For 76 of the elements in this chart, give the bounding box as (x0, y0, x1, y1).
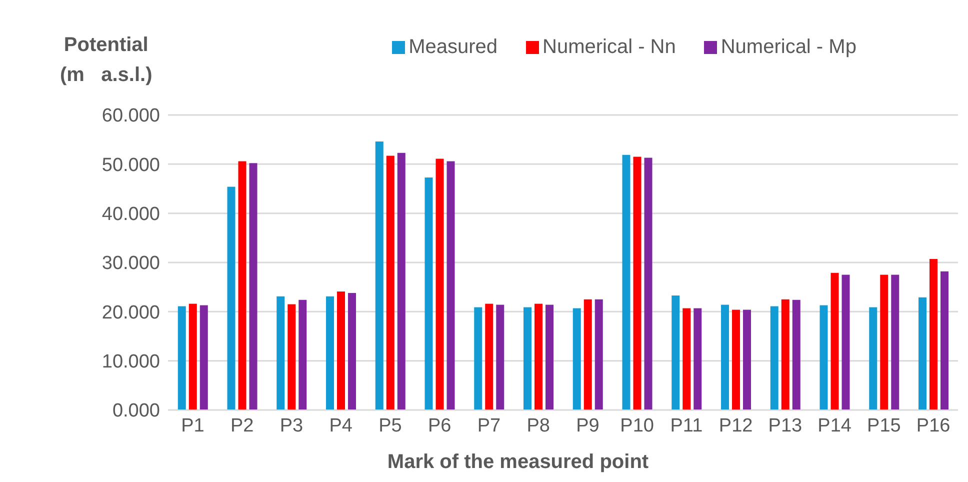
bar (298, 300, 307, 410)
bar (485, 304, 494, 410)
bar (622, 154, 630, 410)
bar (288, 304, 296, 410)
bar (227, 186, 236, 410)
bar (200, 305, 208, 410)
bar (930, 259, 938, 410)
bar (918, 297, 926, 410)
x-tick-label: P5 (378, 415, 402, 436)
bar (386, 156, 394, 410)
bar (781, 299, 790, 410)
bar (238, 161, 246, 410)
bar (743, 310, 751, 410)
x-tick-label: P7 (477, 415, 501, 436)
bar (792, 300, 800, 410)
bar (249, 163, 258, 410)
bar (770, 306, 778, 410)
y-tick-label: 50.000 (102, 154, 160, 176)
bar (424, 177, 433, 410)
y-tick-label: 60.000 (102, 106, 160, 127)
bar (891, 274, 900, 410)
bar (672, 295, 680, 410)
x-tick-label: P12 (718, 415, 753, 436)
bar (694, 308, 702, 410)
bar (436, 158, 444, 410)
x-tick-label: P14 (818, 415, 852, 436)
bar (721, 304, 729, 410)
bar (633, 156, 642, 410)
bar (348, 292, 356, 410)
bar (644, 158, 652, 410)
bar (594, 299, 603, 410)
bar (534, 304, 542, 410)
x-tick-label: P1 (181, 415, 204, 436)
y-tick-label: 40.000 (102, 204, 160, 226)
bar (682, 308, 691, 410)
bar (940, 271, 948, 410)
bar (326, 296, 334, 410)
bar (337, 292, 345, 410)
bar (572, 308, 581, 410)
legend-label: Numerical - Mp (720, 36, 856, 58)
bar (276, 296, 285, 410)
bar (397, 152, 406, 410)
bar (496, 304, 504, 410)
bar (474, 307, 482, 410)
x-tick-label: P11 (670, 415, 703, 436)
x-tick-label: P6 (428, 415, 452, 436)
x-tick-label: P13 (768, 415, 802, 436)
legend-label: Numerical - Nn (542, 36, 676, 58)
x-tick-label: P16 (916, 415, 950, 436)
y-tick-label: 20.000 (102, 302, 160, 324)
x-tick-label: P4 (329, 415, 353, 436)
y-tick-label: 0.000 (112, 400, 160, 422)
y-tick-label: 10.000 (102, 352, 160, 373)
x-tick-label: P2 (230, 415, 254, 436)
bar (546, 304, 554, 410)
x-tick-label: P3 (280, 415, 304, 436)
y-axis-title: Potential (m a.s.l.) (60, 33, 152, 88)
bar (524, 307, 532, 410)
bar (732, 310, 740, 410)
x-axis-title: Mark of the measured point (386, 451, 650, 474)
bar (842, 274, 850, 410)
y-tick-label: 30.000 (102, 253, 160, 274)
x-tick-label: P10 (620, 415, 654, 436)
bar (820, 305, 828, 410)
bar (584, 299, 592, 410)
bar (830, 272, 839, 410)
bar (869, 307, 878, 410)
bar (375, 142, 384, 410)
legend-label: Measured (408, 36, 498, 58)
bar (446, 161, 455, 410)
bar (880, 274, 888, 410)
x-tick-label: P8 (526, 415, 550, 436)
x-tick-label: P15 (867, 415, 901, 436)
x-tick-label: P9 (576, 415, 600, 436)
bar (188, 304, 197, 410)
bar (178, 306, 186, 410)
